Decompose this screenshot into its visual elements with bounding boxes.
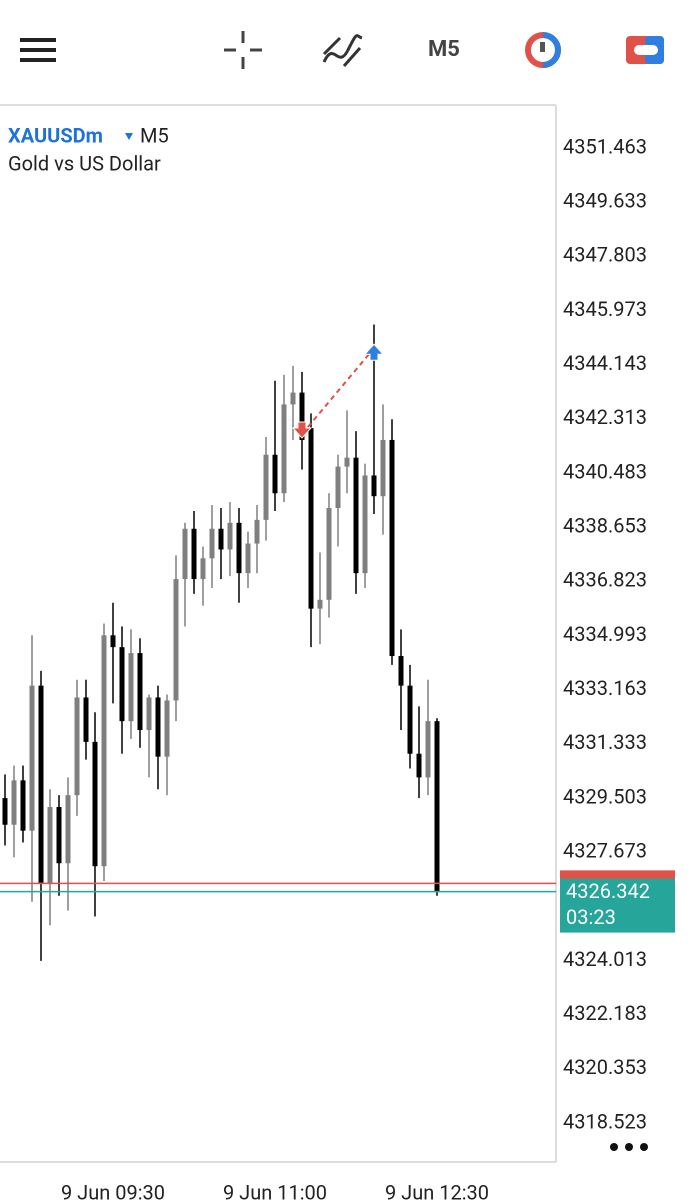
y-tick-label: 4333.163 (563, 676, 647, 700)
candle-body (200, 558, 206, 580)
candle-body (299, 392, 305, 440)
candle-body (173, 579, 179, 701)
candle-body (425, 721, 431, 778)
candle-body (101, 635, 107, 867)
candle-body (110, 635, 116, 648)
candle-body (434, 721, 440, 892)
candle-body (335, 466, 341, 509)
candle-body (254, 519, 260, 544)
candle-body (11, 780, 17, 825)
candle-body (29, 685, 35, 831)
x-tick-label: 9 Jun 12:30 (385, 1180, 489, 1200)
candle-body (56, 806, 62, 864)
candle-body (308, 428, 314, 609)
candle-body (146, 697, 152, 731)
candle-body (290, 392, 296, 405)
candle-body (155, 697, 161, 757)
candle-body (263, 454, 269, 520)
countdown: 03:23 (566, 905, 616, 929)
trade-link (301, 347, 375, 435)
y-tick-label: 4344.143 (563, 351, 647, 375)
bid-label: 4326.342 (566, 879, 650, 903)
y-tick-label: 4340.483 (563, 459, 647, 483)
symbol-dropdown[interactable] (125, 133, 133, 140)
timeframe-button[interactable]: M5 (428, 37, 460, 62)
y-tick-label: 4347.803 (563, 243, 647, 267)
x-tick-label: 9 Jun 11:00 (223, 1180, 327, 1200)
crosshair-button[interactable] (224, 31, 262, 69)
y-tick-label: 4336.823 (563, 568, 647, 592)
symbol-timeframe: M5 (140, 123, 169, 147)
candle-body (164, 700, 170, 757)
candle-body (191, 528, 197, 580)
symbol[interactable]: XAUUSDm (8, 123, 103, 147)
candle-body (218, 528, 224, 550)
y-tick-label: 4318.523 (563, 1109, 647, 1133)
bid-label-bg (560, 878, 675, 933)
candle-body (38, 685, 44, 884)
candle-body (128, 653, 134, 722)
candle-body (119, 647, 125, 722)
y-tick-label: 4327.673 (563, 838, 647, 862)
y-tick-label: 4329.503 (563, 784, 647, 808)
symbol-description: Gold vs US Dollar (8, 151, 161, 175)
y-tick-label: 4331.333 (563, 730, 647, 754)
y-tick-label: 4324.013 (563, 947, 647, 971)
candle-body (389, 439, 395, 657)
candle-body (227, 522, 233, 550)
candle-body (65, 795, 71, 864)
y-tick-label: 4334.993 (563, 622, 647, 646)
indicators-button[interactable] (322, 34, 363, 67)
candle-body (137, 653, 143, 731)
candle-body (92, 741, 98, 867)
candle-body (380, 439, 386, 497)
candle-body (317, 599, 323, 609)
candle-body (416, 753, 422, 778)
candle-body (245, 543, 251, 574)
menu-button[interactable] (20, 38, 56, 62)
y-tick-label: 4322.183 (563, 1001, 647, 1025)
buy-arrow (363, 343, 385, 361)
candle-body (74, 697, 80, 796)
candle-body (281, 404, 287, 494)
candle-body (20, 780, 26, 831)
candle-body (407, 685, 413, 754)
y-tick-label: 4345.973 (563, 297, 647, 321)
sell-arrow (291, 421, 313, 439)
candle-body (209, 528, 215, 559)
candle-body (371, 475, 377, 497)
candle-body (272, 454, 278, 494)
trade-button[interactable] (525, 32, 561, 68)
candle-body (353, 457, 359, 574)
y-tick-label: 4349.633 (563, 188, 647, 212)
account-button[interactable] (626, 36, 664, 64)
x-tick-label: 9 Jun 09:30 (61, 1180, 165, 1200)
candle-body (83, 697, 89, 742)
candle-body (182, 528, 188, 580)
candle-body (47, 806, 53, 884)
candle-body (362, 475, 368, 574)
candle-body (236, 522, 242, 574)
y-tick-label: 4351.463 (563, 134, 647, 158)
candle-body (398, 656, 404, 686)
more-button[interactable] (610, 1143, 648, 1151)
y-tick-label: 4320.353 (563, 1055, 647, 1079)
y-tick-label: 4338.653 (563, 513, 647, 537)
candle-body (2, 798, 8, 825)
candle-body (326, 508, 332, 600)
y-tick-label: 4342.313 (563, 405, 647, 429)
candle-body (344, 457, 350, 467)
